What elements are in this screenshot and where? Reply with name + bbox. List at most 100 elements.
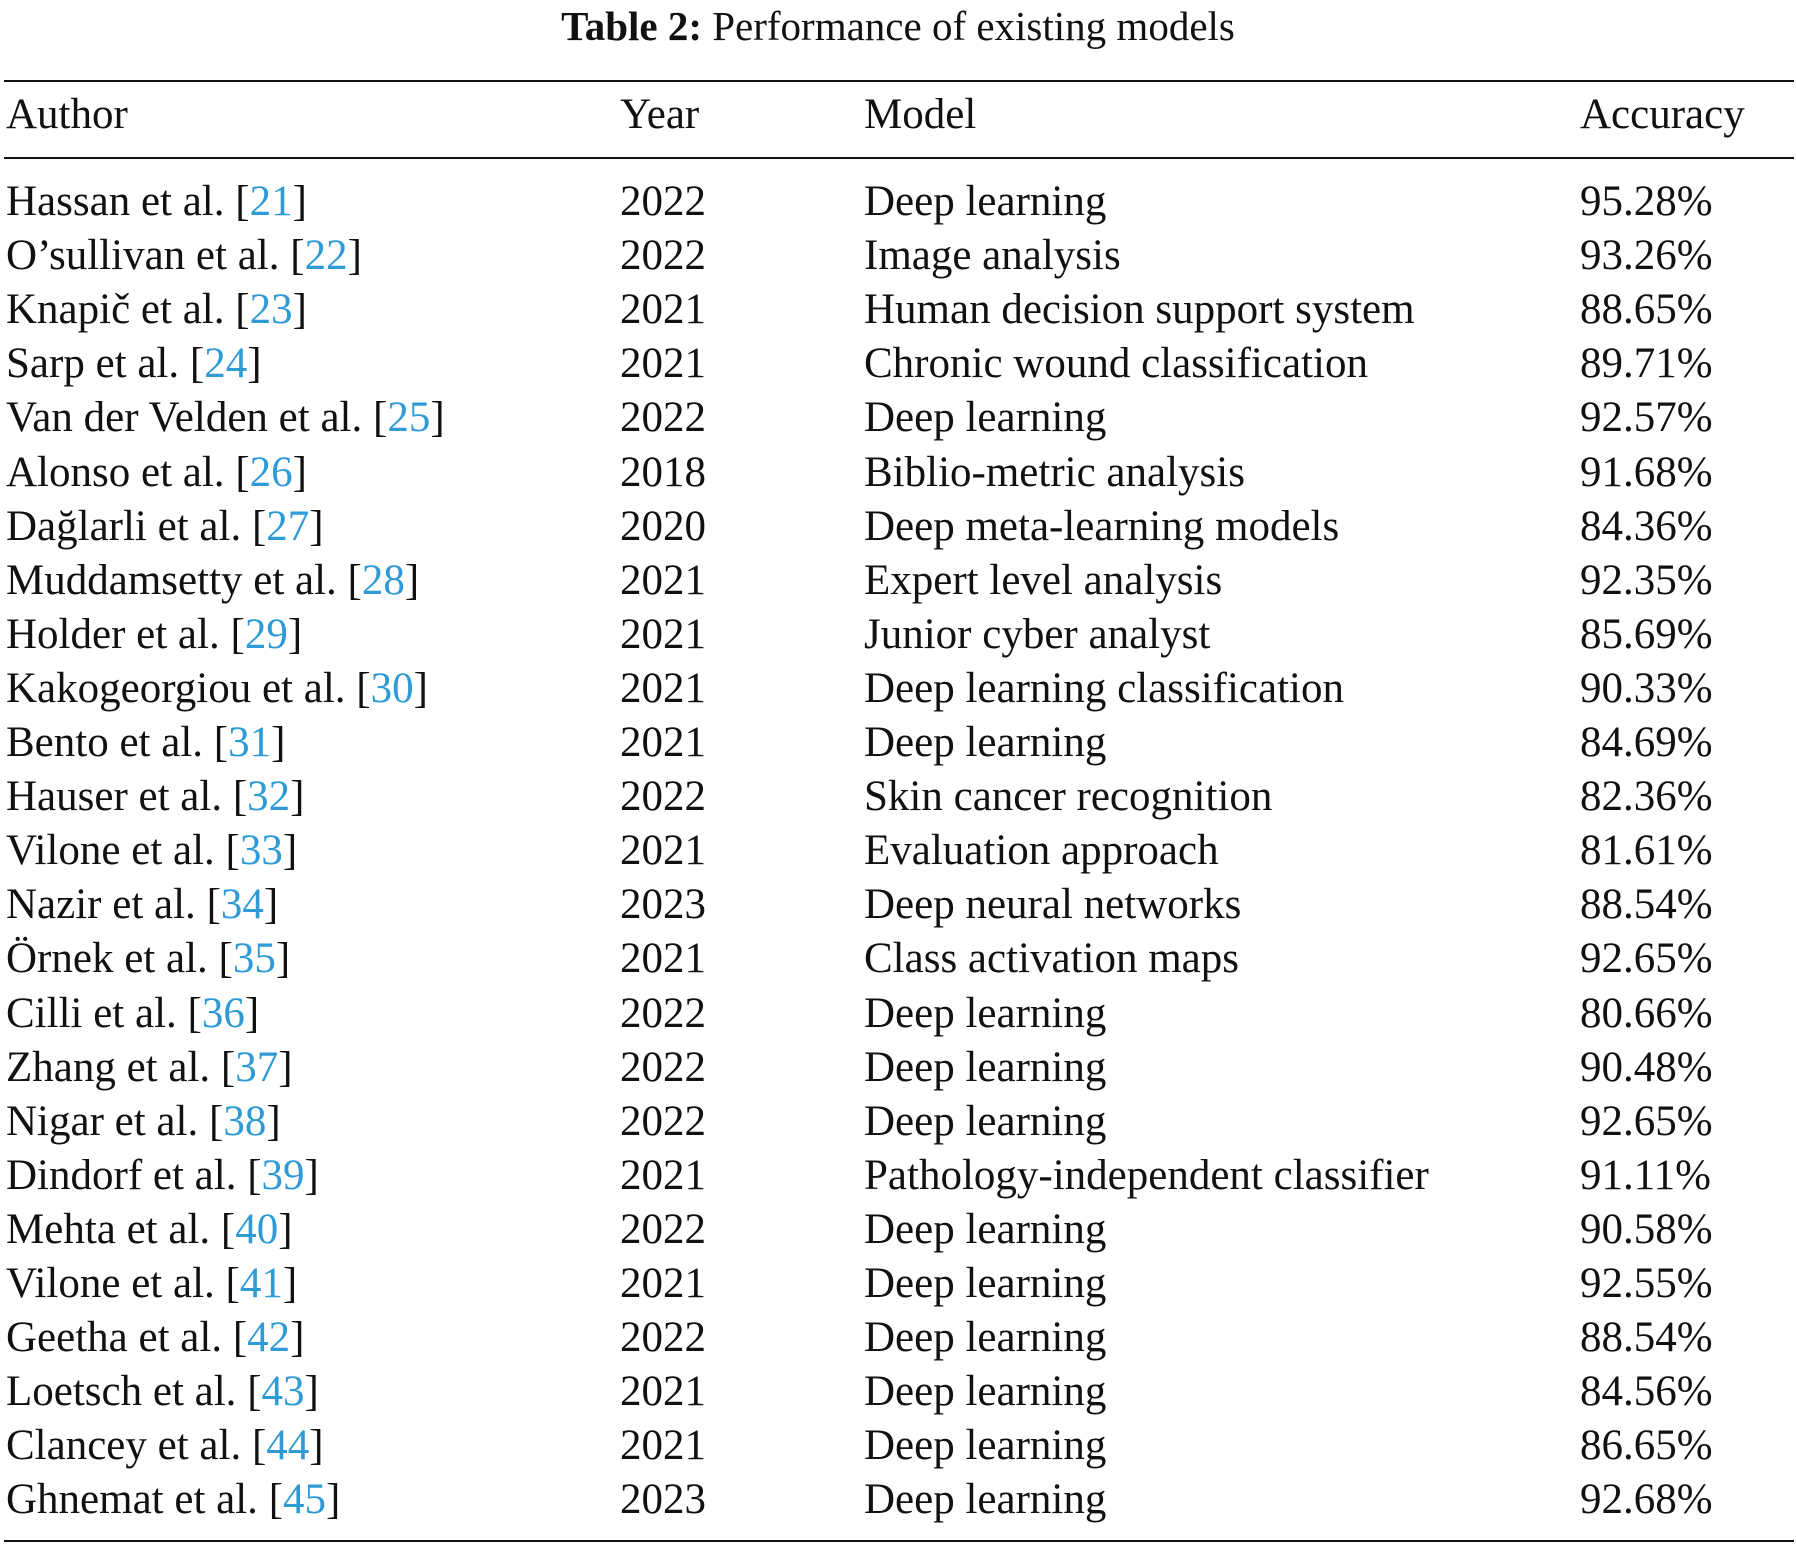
reference-link[interactable]: 43 (261, 1368, 305, 1416)
author-name: Loetsch et al. (6, 1368, 237, 1416)
table-row: Örnek et al. [35] 2021 Class activation ma… (0, 932, 1796, 986)
cell-accuracy: 81.61% (1580, 827, 1713, 875)
cell-model: Deep learning (864, 178, 1107, 225)
cell-model: Evaluation approach (864, 827, 1219, 875)
cell-accuracy: 91.11% (1580, 1151, 1711, 1199)
reference-link[interactable]: 35 (232, 935, 276, 983)
cell-model: Image analysis (864, 232, 1121, 280)
cell-author: O’sullivan et al. [22] (6, 232, 362, 280)
table-row: Bento et al. [31] 2021 Deep learning 84.69% (0, 716, 1796, 770)
cell-model: Deep neural networks (864, 881, 1242, 929)
cell-model: Deep learning classification (864, 664, 1344, 712)
author-name: Vilone et al. (6, 1260, 215, 1307)
table-row: Alonso et al. [26] 2018 Biblio-metric anal… (0, 446, 1796, 500)
table-row: Zhang et al. [37] 2022 Deep learning 90.48% (0, 1041, 1796, 1095)
cell-accuracy: 92.65% (1580, 1097, 1713, 1145)
table-row: Ghnemat et al. [45] 2023 Deep learning 92.6… (0, 1473, 1796, 1527)
reference-link[interactable]: 33 (239, 827, 283, 875)
cell-accuracy: 90.58% (1580, 1205, 1713, 1253)
reference-link[interactable]: 29 (244, 610, 288, 658)
cell-model: Deep learning (864, 394, 1107, 442)
table-row: Muddamsetty et al. [28] 2021 Expert level … (0, 554, 1796, 608)
cell-author: Vilone et al. [41] (6, 1260, 298, 1307)
reference-link[interactable]: 38 (223, 1097, 267, 1145)
cell-model: Deep learning (864, 1043, 1107, 1091)
cell-author: Kakogeorgiou et al. [30] (6, 664, 428, 712)
reference-link[interactable]: 23 (249, 286, 293, 334)
reference-link[interactable]: 37 (235, 1043, 279, 1091)
table-top-rule (4, 80, 1794, 82)
cell-accuracy: 91.68% (1580, 448, 1713, 496)
reference-link[interactable]: 39 (261, 1151, 305, 1199)
cell-author: Clancey et al. [44] (6, 1422, 324, 1470)
reference-link[interactable]: 40 (235, 1205, 279, 1253)
reference-link[interactable]: 32 (247, 773, 291, 821)
cell-model: Junior cyber analyst (864, 610, 1211, 658)
author-name: Van der Velden et al. (6, 394, 363, 442)
table-row: Vilone et al. [41] 2021 Deep learning 92.55… (0, 1257, 1796, 1311)
cell-model: Deep meta-learning models (864, 502, 1340, 550)
cell-year: 2021 (620, 1422, 706, 1470)
author-name: O’sullivan et al. (6, 232, 280, 280)
reference-link[interactable]: 34 (220, 881, 264, 929)
table-row: Kakogeorgiou et al. [30] 2021 Deep learnin… (0, 662, 1796, 716)
cell-author: Örnek et al. [35] (6, 935, 291, 983)
cell-accuracy: 84.56% (1580, 1368, 1713, 1416)
reference-link[interactable]: 25 (387, 394, 431, 442)
cell-accuracy: 92.55% (1580, 1260, 1713, 1307)
author-name: Holder et al. (6, 610, 220, 658)
cell-year: 2022 (620, 232, 706, 280)
cell-model: Human decision support system (864, 286, 1415, 334)
author-name: Clancey et al. (6, 1422, 242, 1470)
cell-author: Mehta et al. [40] (6, 1205, 293, 1253)
reference-link[interactable]: 30 (370, 664, 414, 712)
reference-link[interactable]: 36 (201, 989, 245, 1037)
cell-model: Deep learning (864, 1097, 1107, 1145)
table-row: Holder et al. [29] 2021 Junior cyber analy… (0, 608, 1796, 662)
cell-model: Deep learning (864, 1205, 1107, 1253)
cell-year: 2022 (620, 989, 706, 1037)
cell-author: Nazir et al. [34] (6, 881, 279, 929)
cell-author: Geetha et al. [42] (6, 1314, 305, 1362)
reference-link[interactable]: 22 (304, 232, 348, 280)
reference-link[interactable]: 26 (249, 448, 293, 496)
cell-accuracy: 92.65% (1580, 935, 1713, 983)
table-row: Dindorf et al. [39] 2021 Pathology-indepen… (0, 1149, 1796, 1203)
cell-accuracy: 88.65% (1580, 286, 1713, 334)
reference-link[interactable]: 42 (247, 1314, 291, 1362)
cell-accuracy: 90.48% (1580, 1043, 1713, 1091)
cell-model: Deep learning (864, 1422, 1107, 1470)
author-name: Nazir et al. (6, 881, 196, 929)
table-row: Hauser et al. [32] 2022 Skin cancer recogn… (0, 770, 1796, 824)
reference-link[interactable]: 31 (228, 719, 272, 766)
cell-accuracy: 92.57% (1580, 394, 1713, 442)
cell-model: Class activation maps (864, 935, 1239, 983)
cell-author: Dindorf et al. [39] (6, 1151, 319, 1199)
table-row: Hassan et al. [21] 2022 Deep learning 95.28… (0, 175, 1796, 229)
table-bottom-rule (4, 1540, 1794, 1542)
cell-author: Nigar et al. [38] (6, 1097, 281, 1145)
cell-accuracy: 92.68% (1580, 1476, 1713, 1524)
reference-link[interactable]: 21 (249, 178, 293, 225)
table-row: Nazir et al. [34] 2023 Deep neural network… (0, 878, 1796, 932)
table-caption-text: Performance of existing models (712, 3, 1235, 49)
cell-accuracy: 89.71% (1580, 340, 1713, 388)
reference-link[interactable]: 44 (266, 1422, 310, 1470)
cell-accuracy: 84.69% (1580, 719, 1713, 766)
cell-year: 2021 (620, 610, 706, 658)
reference-link[interactable]: 27 (266, 502, 310, 550)
cell-author: Loetsch et al. [43] (6, 1368, 319, 1416)
table-header-rule (4, 157, 1794, 159)
cell-year: 2021 (620, 556, 706, 604)
cell-author: Cilli et al. [36] (6, 989, 260, 1037)
reference-link[interactable]: 28 (361, 556, 405, 604)
reference-link[interactable]: 45 (283, 1476, 327, 1524)
reference-link[interactable]: 41 (239, 1260, 283, 1307)
table-row: O’sullivan et al. [22] 2022 Image analysis… (0, 229, 1796, 283)
cell-author: Zhang et al. [37] (6, 1043, 293, 1091)
reference-link[interactable]: 24 (204, 340, 248, 388)
author-name: Geetha et al. (6, 1314, 223, 1362)
cell-year: 2022 (620, 394, 706, 442)
cell-model: Expert level analysis (864, 556, 1223, 604)
cell-model: Deep learning (864, 719, 1107, 766)
